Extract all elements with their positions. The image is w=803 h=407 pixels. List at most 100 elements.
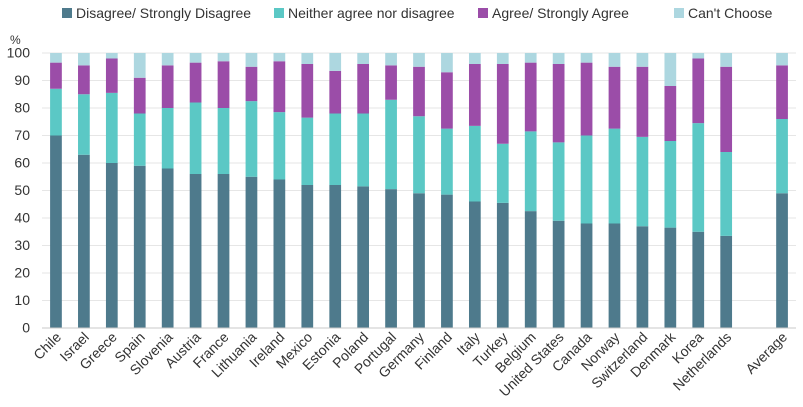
legend-swatch [274, 8, 284, 18]
bar-segment [468, 201, 481, 328]
bar-segment [524, 211, 537, 328]
y-tick-label: 90 [14, 72, 30, 88]
bar-segment [468, 125, 481, 202]
bar-segment [664, 53, 677, 86]
bar-segment [357, 64, 370, 114]
bar-segment [273, 112, 286, 180]
bar-segment [78, 94, 90, 155]
bar-segment [301, 64, 314, 118]
bar-segment [50, 62, 62, 89]
bar-segment [636, 226, 649, 328]
legend-swatch [478, 8, 488, 18]
bar-segment [78, 65, 90, 95]
bar-segment [385, 99, 397, 190]
bar-segment [441, 128, 453, 195]
y-tick-label: 0 [22, 320, 30, 336]
bar-segment [161, 168, 174, 328]
bar-segment [217, 61, 230, 108]
bar-segment [664, 227, 677, 328]
bar-segment [50, 88, 62, 136]
bar-segment [608, 66, 621, 129]
bar-segment [496, 143, 509, 203]
y-tick-label: 70 [14, 127, 30, 143]
bar-segment [78, 53, 90, 66]
bar-segment [692, 231, 705, 328]
legend-label: Agree/ Strongly Agree [492, 5, 629, 21]
bar-segment [776, 65, 788, 119]
bar-segment [608, 223, 621, 328]
bar-segment [385, 53, 397, 66]
bar-segment [189, 62, 202, 103]
bar-segment [217, 53, 230, 62]
bars [50, 53, 788, 328]
bar-segment [245, 101, 258, 177]
bar-segment [552, 64, 565, 143]
bar-segment [357, 186, 370, 328]
y-tick-label: 100 [7, 45, 31, 61]
legend-swatch [62, 8, 72, 18]
bar-segment [552, 53, 565, 64]
bar-segment [580, 62, 593, 136]
bar-segment [636, 136, 649, 227]
bar-segment [720, 235, 733, 328]
bar-segment [524, 131, 537, 212]
bar-segment [133, 53, 146, 78]
y-tick-label: 20 [14, 265, 30, 281]
bar-segment [273, 61, 286, 113]
bar-segment [552, 220, 565, 328]
legend-swatch [674, 8, 684, 18]
x-tick-label: Average [742, 329, 790, 377]
bar-segment [217, 174, 230, 328]
bar-segment [329, 113, 342, 185]
bar-segment [245, 53, 258, 67]
bar-segment [468, 64, 481, 126]
bar-segment [161, 65, 174, 108]
bar-segment [692, 123, 705, 232]
bar-segment [496, 64, 509, 144]
bar-segment [133, 77, 146, 114]
bar-segment [385, 189, 397, 328]
bar-segment [189, 102, 202, 174]
y-tick-label: 60 [14, 155, 30, 171]
legend-label: Can't Choose [688, 5, 773, 21]
legend-label: Disagree/ Strongly Disagree [76, 5, 251, 21]
bar-segment [776, 193, 788, 328]
bar-segment [329, 70, 342, 114]
bar-segment [608, 128, 621, 224]
bar-segment [329, 185, 342, 328]
y-tick-label: 30 [14, 237, 30, 253]
bar-segment [357, 53, 370, 64]
bar-segment [189, 174, 202, 328]
bar-segment [692, 53, 705, 59]
bar-segment [413, 53, 425, 67]
bar-segment [524, 53, 537, 63]
y-tick-label: 50 [14, 182, 30, 198]
bar-segment [189, 53, 202, 63]
x-tick-label: Chile [30, 329, 64, 363]
bar-segment [580, 53, 593, 63]
bar-segment [692, 58, 705, 124]
legend-label: Neither agree nor disagree [288, 5, 455, 21]
x-axis-labels: ChileIsraelGreeceSpainSloveniaAustriaFra… [30, 328, 790, 399]
bar-segment [441, 194, 453, 328]
bar-segment [441, 72, 453, 129]
bar-segment [580, 223, 593, 328]
bar-segment [636, 53, 649, 67]
bar-segment [664, 86, 677, 141]
bar-segment [133, 113, 146, 166]
y-axis-label: % [10, 33, 21, 47]
bar-segment [78, 154, 90, 328]
bar-segment [776, 53, 788, 66]
y-axis-ticks: 0 10 20 30 40 50 60 70 80 90 100 [7, 45, 31, 336]
bar-segment [273, 53, 286, 62]
bar-segment [552, 142, 565, 221]
bar-segment [50, 135, 62, 328]
bar-segment [273, 179, 286, 328]
bar-segment [413, 116, 425, 194]
bar-segment [161, 53, 174, 66]
bar-segment [105, 92, 118, 163]
bar-segment [413, 193, 425, 328]
bar-segment [385, 65, 397, 100]
y-tick-label: 10 [14, 292, 30, 308]
